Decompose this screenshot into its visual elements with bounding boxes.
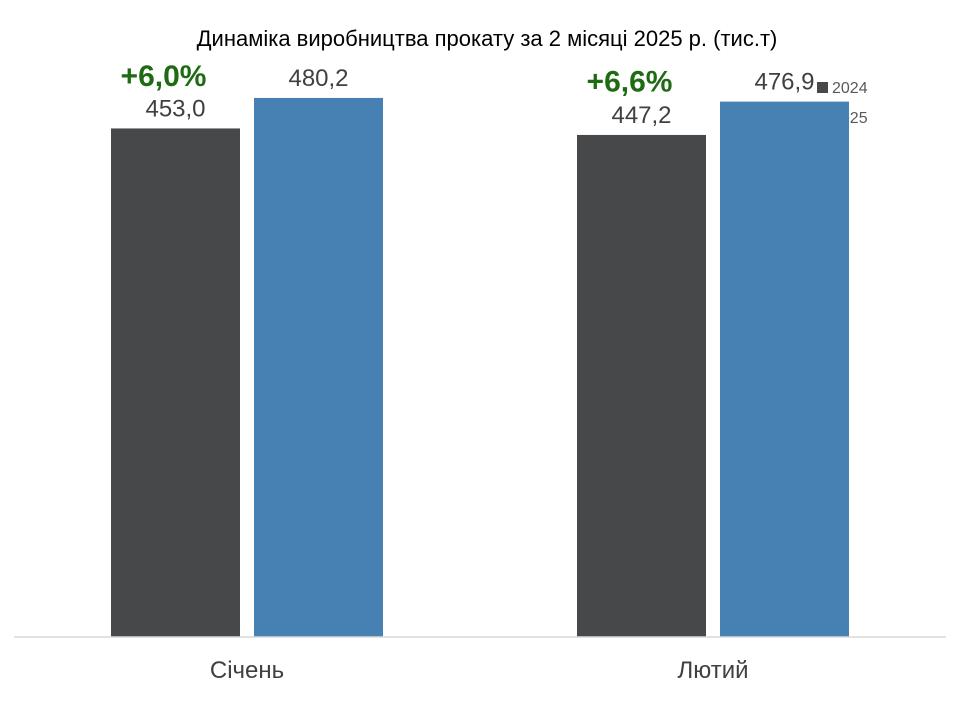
bar-2024-1 — [111, 128, 240, 637]
legend-label-2024: 2024 — [832, 80, 868, 97]
legend-swatch-2024 — [817, 82, 828, 93]
bar-2025-1 — [254, 97, 383, 638]
value-label-2024-2: 447,2 — [611, 102, 671, 129]
category-labels-group: Січень Лютий — [210, 657, 749, 684]
value-label-2025-2: 476,9 — [754, 69, 814, 96]
bar-2025-2 — [720, 101, 849, 638]
bar-2024-2 — [577, 134, 706, 637]
bars-group — [111, 97, 849, 638]
value-label-2024-1: 453,0 — [145, 95, 205, 122]
value-label-2025-1: 480,2 — [288, 65, 348, 92]
category-label-2: Лютий — [677, 657, 748, 684]
annotations-group: +6,0% +6,6% — [121, 60, 673, 98]
chart-title: Динаміка виробництва прокату за 2 місяці… — [197, 26, 778, 51]
change-annotation-1: +6,0% — [121, 60, 207, 93]
value-labels-group: 453,0 480,2 447,2 476,9 — [145, 65, 814, 129]
change-annotation-2: +6,6% — [587, 65, 673, 98]
category-label-1: Січень — [210, 657, 284, 684]
